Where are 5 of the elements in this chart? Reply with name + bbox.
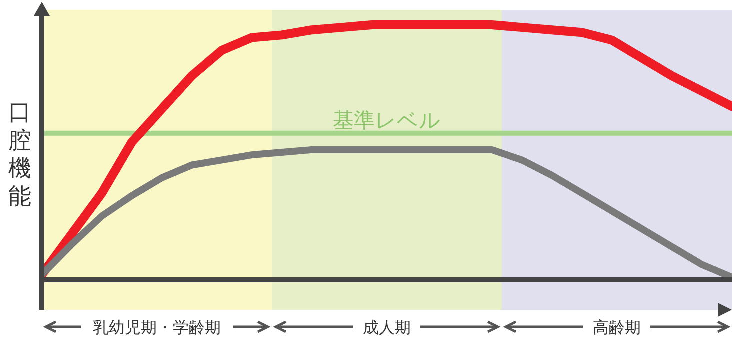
text: 成人期 [363,318,411,337]
y-axis-title: 口腔機能 [8,100,32,210]
text: 乳幼児期・学齢期 [93,318,221,337]
ref-line-label: 基準レベル [333,108,441,132]
text: 高齢期 [593,318,641,337]
